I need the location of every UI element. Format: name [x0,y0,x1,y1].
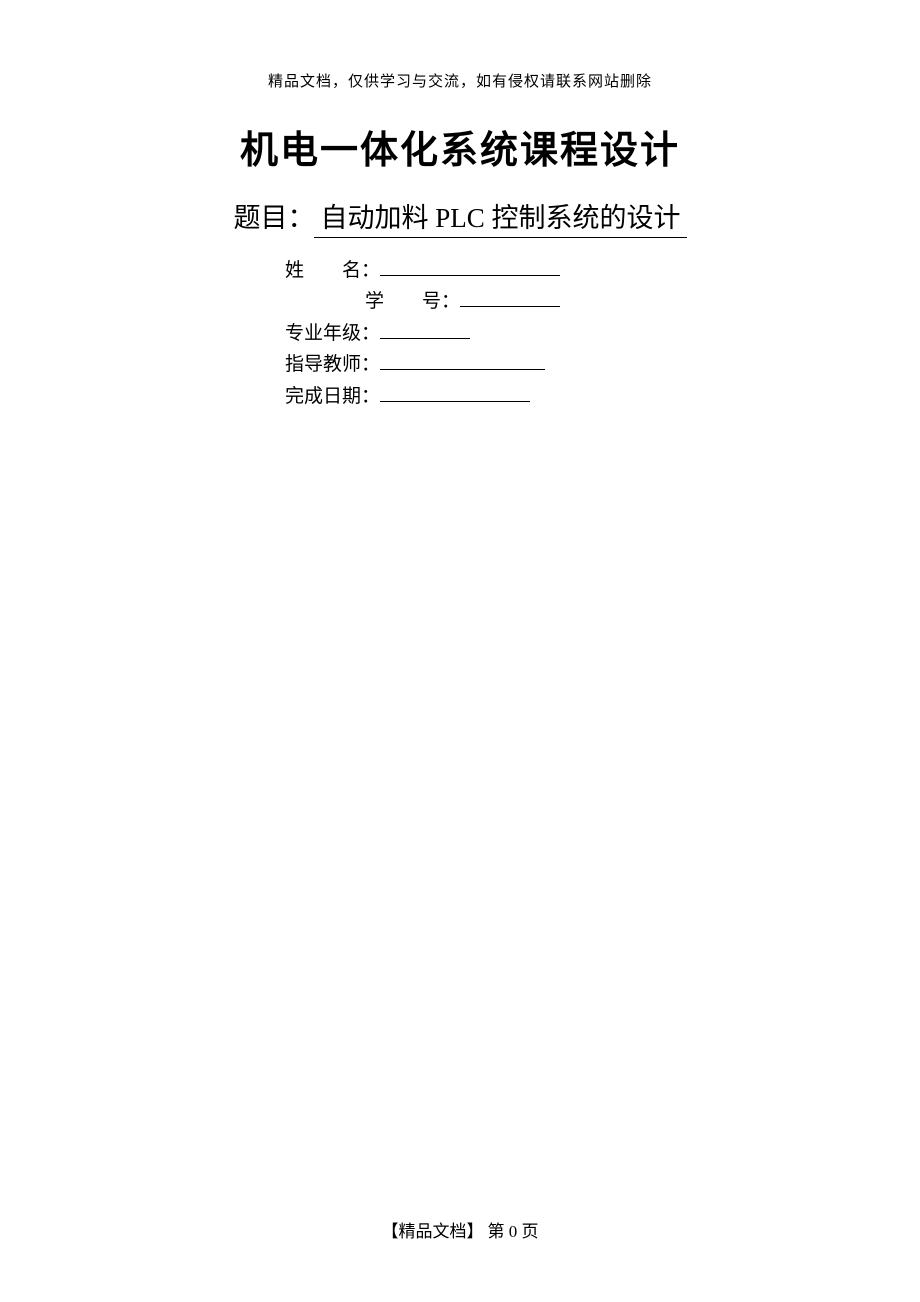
page-container: 精品文档，仅供学习与交流，如有侵权请联系网站删除 机电一体化系统课程设计 题目：… [0,0,920,1302]
field-grade-label: 专业年级： [285,319,380,348]
field-name-blank [380,257,560,276]
field-advisor-row: 指导教师： [285,350,820,379]
field-date-blank [380,383,530,402]
field-grade-row: 专业年级： [285,319,820,348]
info-fields: 姓 名： 学 号： 专业年级： 指导教师： 完成日期： [285,256,820,411]
footer-page-number: 第 0 页 [488,1222,539,1241]
field-advisor-label: 指导教师： [285,350,380,379]
footer-label: 【精品文档】 [382,1222,484,1241]
field-name-label: 姓 名： [285,256,380,285]
subtitle-row: 题目：自动加料 PLC 控制系统的设计 [100,196,820,238]
header-notice: 精品文档，仅供学习与交流，如有侵权请联系网站删除 [100,70,820,91]
field-name-row: 姓 名： [285,256,820,285]
field-date-row: 完成日期： [285,382,820,411]
subtitle-value: 自动加料 PLC 控制系统的设计 [314,196,686,238]
field-date-label: 完成日期： [285,382,380,411]
field-student-id-label: 学 号： [365,287,460,316]
subtitle-label: 题目： [233,196,314,235]
field-student-id-row: 学 号： [365,287,820,316]
field-student-id-blank [460,288,560,307]
field-advisor-blank [380,351,545,370]
footer: 【精品文档】第 0 页 [0,1217,920,1242]
main-title: 机电一体化系统课程设计 [100,119,820,174]
field-grade-blank [380,320,470,339]
